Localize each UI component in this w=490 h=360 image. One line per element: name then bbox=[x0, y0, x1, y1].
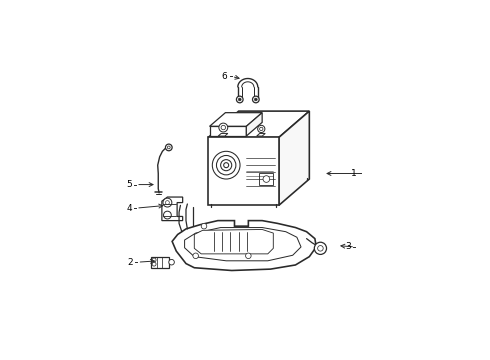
Polygon shape bbox=[259, 174, 273, 185]
Polygon shape bbox=[218, 134, 228, 136]
Circle shape bbox=[245, 253, 251, 258]
Circle shape bbox=[263, 176, 270, 183]
Circle shape bbox=[221, 125, 225, 130]
Circle shape bbox=[152, 258, 156, 262]
Circle shape bbox=[238, 98, 241, 101]
Polygon shape bbox=[210, 113, 262, 126]
Polygon shape bbox=[162, 197, 183, 221]
Circle shape bbox=[254, 98, 257, 101]
Text: 5: 5 bbox=[126, 180, 132, 189]
Circle shape bbox=[201, 223, 207, 229]
Circle shape bbox=[168, 146, 170, 149]
Polygon shape bbox=[246, 113, 262, 136]
Circle shape bbox=[237, 96, 243, 103]
Text: 6: 6 bbox=[222, 72, 227, 81]
Circle shape bbox=[318, 246, 323, 251]
Circle shape bbox=[166, 144, 172, 151]
Polygon shape bbox=[195, 229, 273, 254]
Polygon shape bbox=[279, 111, 309, 205]
Circle shape bbox=[219, 123, 228, 132]
Text: 1: 1 bbox=[351, 169, 356, 178]
Circle shape bbox=[314, 242, 326, 255]
Circle shape bbox=[152, 262, 156, 266]
Circle shape bbox=[166, 201, 170, 204]
Polygon shape bbox=[257, 134, 265, 136]
Polygon shape bbox=[185, 228, 301, 261]
Text: 4: 4 bbox=[126, 204, 132, 213]
Circle shape bbox=[164, 211, 171, 219]
Circle shape bbox=[223, 163, 229, 168]
Circle shape bbox=[258, 125, 265, 132]
Circle shape bbox=[193, 253, 198, 258]
Polygon shape bbox=[208, 111, 309, 138]
Polygon shape bbox=[151, 257, 170, 268]
Polygon shape bbox=[208, 138, 279, 205]
Circle shape bbox=[163, 198, 172, 207]
Text: 2: 2 bbox=[128, 258, 133, 267]
Circle shape bbox=[252, 96, 259, 103]
Circle shape bbox=[260, 127, 263, 131]
Circle shape bbox=[169, 260, 174, 265]
Text: 3: 3 bbox=[345, 242, 351, 251]
Polygon shape bbox=[172, 221, 316, 270]
Polygon shape bbox=[210, 126, 246, 136]
